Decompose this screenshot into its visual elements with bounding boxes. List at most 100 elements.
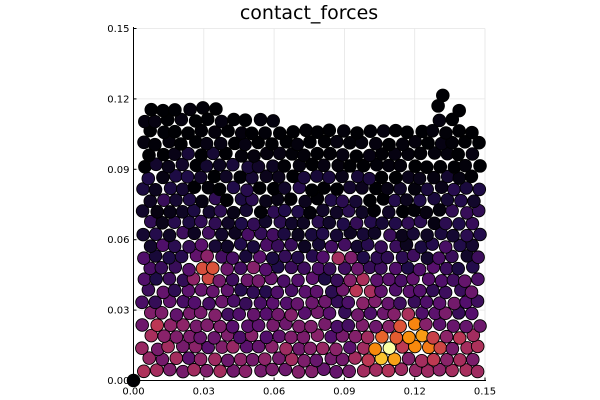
- particle-point: [425, 124, 440, 138]
- particle-point: [182, 351, 196, 365]
- particle-point: [226, 340, 240, 354]
- particle-point: [292, 319, 306, 334]
- particle-point: [161, 159, 176, 174]
- particle-point: [451, 261, 465, 276]
- particle-point: [473, 319, 487, 333]
- particle-point: [427, 170, 441, 185]
- particle-point: [291, 250, 305, 265]
- particle-point: [162, 228, 177, 243]
- particle-point: [438, 240, 453, 254]
- particle-point: [317, 158, 331, 173]
- particle-point: [375, 216, 389, 230]
- particle-point: [253, 112, 268, 127]
- particle-point: [460, 228, 474, 243]
- particle-point: [176, 318, 190, 332]
- particle-point: [438, 216, 453, 231]
- particle-point: [208, 308, 222, 323]
- particle-point: [363, 193, 377, 208]
- particle-point: [195, 194, 209, 209]
- scatter-points: [126, 88, 487, 388]
- particle-point: [361, 353, 376, 367]
- particle-point: [258, 126, 272, 140]
- particle-point: [278, 362, 293, 377]
- particle-point: [266, 114, 280, 128]
- particle-point: [136, 227, 150, 242]
- particle-point: [168, 103, 182, 117]
- particle-point: [309, 353, 324, 368]
- particle-point: [344, 250, 358, 265]
- particle-point: [167, 283, 182, 298]
- particle-point: [245, 352, 260, 367]
- particle-point: [388, 216, 403, 231]
- particle-point: [413, 193, 427, 208]
- particle-point: [212, 182, 227, 197]
- particle-point: [465, 125, 479, 140]
- particle-point: [207, 169, 222, 184]
- particle-point: [196, 101, 210, 115]
- particle-point: [297, 239, 312, 254]
- x-tick-label: 0.06: [263, 387, 285, 398]
- particle-point: [251, 339, 266, 354]
- particle-point: [259, 194, 273, 208]
- particle-point: [471, 272, 485, 286]
- particle-point: [212, 158, 227, 172]
- particle-point: [259, 330, 274, 345]
- particle-point: [200, 249, 214, 263]
- particle-point: [431, 99, 445, 113]
- particle-point: [296, 216, 311, 230]
- particle-point: [239, 249, 253, 263]
- particle-point: [343, 159, 357, 173]
- particle-point: [213, 204, 228, 218]
- particle-point: [225, 319, 240, 334]
- particle-point: [277, 227, 291, 241]
- particle-point: [163, 362, 177, 377]
- particle-point: [206, 261, 220, 275]
- particle-point: [291, 228, 305, 242]
- particle-point: [303, 341, 318, 356]
- particle-point: [212, 274, 227, 288]
- chart-title: contact_forces: [240, 2, 378, 24]
- particle-point: [381, 296, 395, 311]
- particle-point: [154, 306, 169, 320]
- particle-point: [183, 102, 197, 117]
- particle-point: [413, 146, 428, 161]
- particle-point: [193, 352, 208, 366]
- particle-point: [368, 342, 382, 356]
- particle-point: [395, 250, 410, 265]
- particle-point: [388, 261, 403, 276]
- particle-point: [330, 182, 344, 196]
- particle-point: [370, 273, 384, 287]
- particle-point: [188, 114, 203, 128]
- particle-point: [283, 192, 298, 206]
- particle-point: [420, 251, 435, 265]
- particle-point: [193, 330, 207, 345]
- particle-point: [467, 194, 481, 209]
- particle-point: [202, 296, 216, 311]
- particle-point: [182, 262, 196, 277]
- particle-point: [401, 351, 416, 366]
- particle-point: [219, 169, 233, 184]
- particle-point: [239, 296, 253, 311]
- particle-point: [473, 159, 487, 173]
- particle-point: [201, 226, 216, 240]
- particle-point: [141, 171, 156, 186]
- particle-point: [452, 103, 466, 118]
- particle-point: [452, 331, 467, 345]
- particle-point: [247, 149, 261, 163]
- particle-point: [271, 170, 286, 184]
- particle-point: [419, 295, 434, 309]
- particle-point: [420, 182, 434, 197]
- particle-point: [393, 296, 407, 311]
- particle-point: [342, 364, 356, 379]
- particle-point: [399, 193, 414, 207]
- particle-point: [406, 248, 421, 263]
- particle-point: [208, 216, 222, 231]
- particle-point: [393, 319, 407, 334]
- particle-point: [466, 328, 481, 343]
- x-tick-label: 0.15: [474, 387, 496, 398]
- particle-point: [401, 216, 415, 230]
- particle-point: [193, 305, 208, 320]
- particle-point: [401, 307, 416, 321]
- particle-point: [400, 125, 414, 140]
- particle-point: [380, 181, 395, 196]
